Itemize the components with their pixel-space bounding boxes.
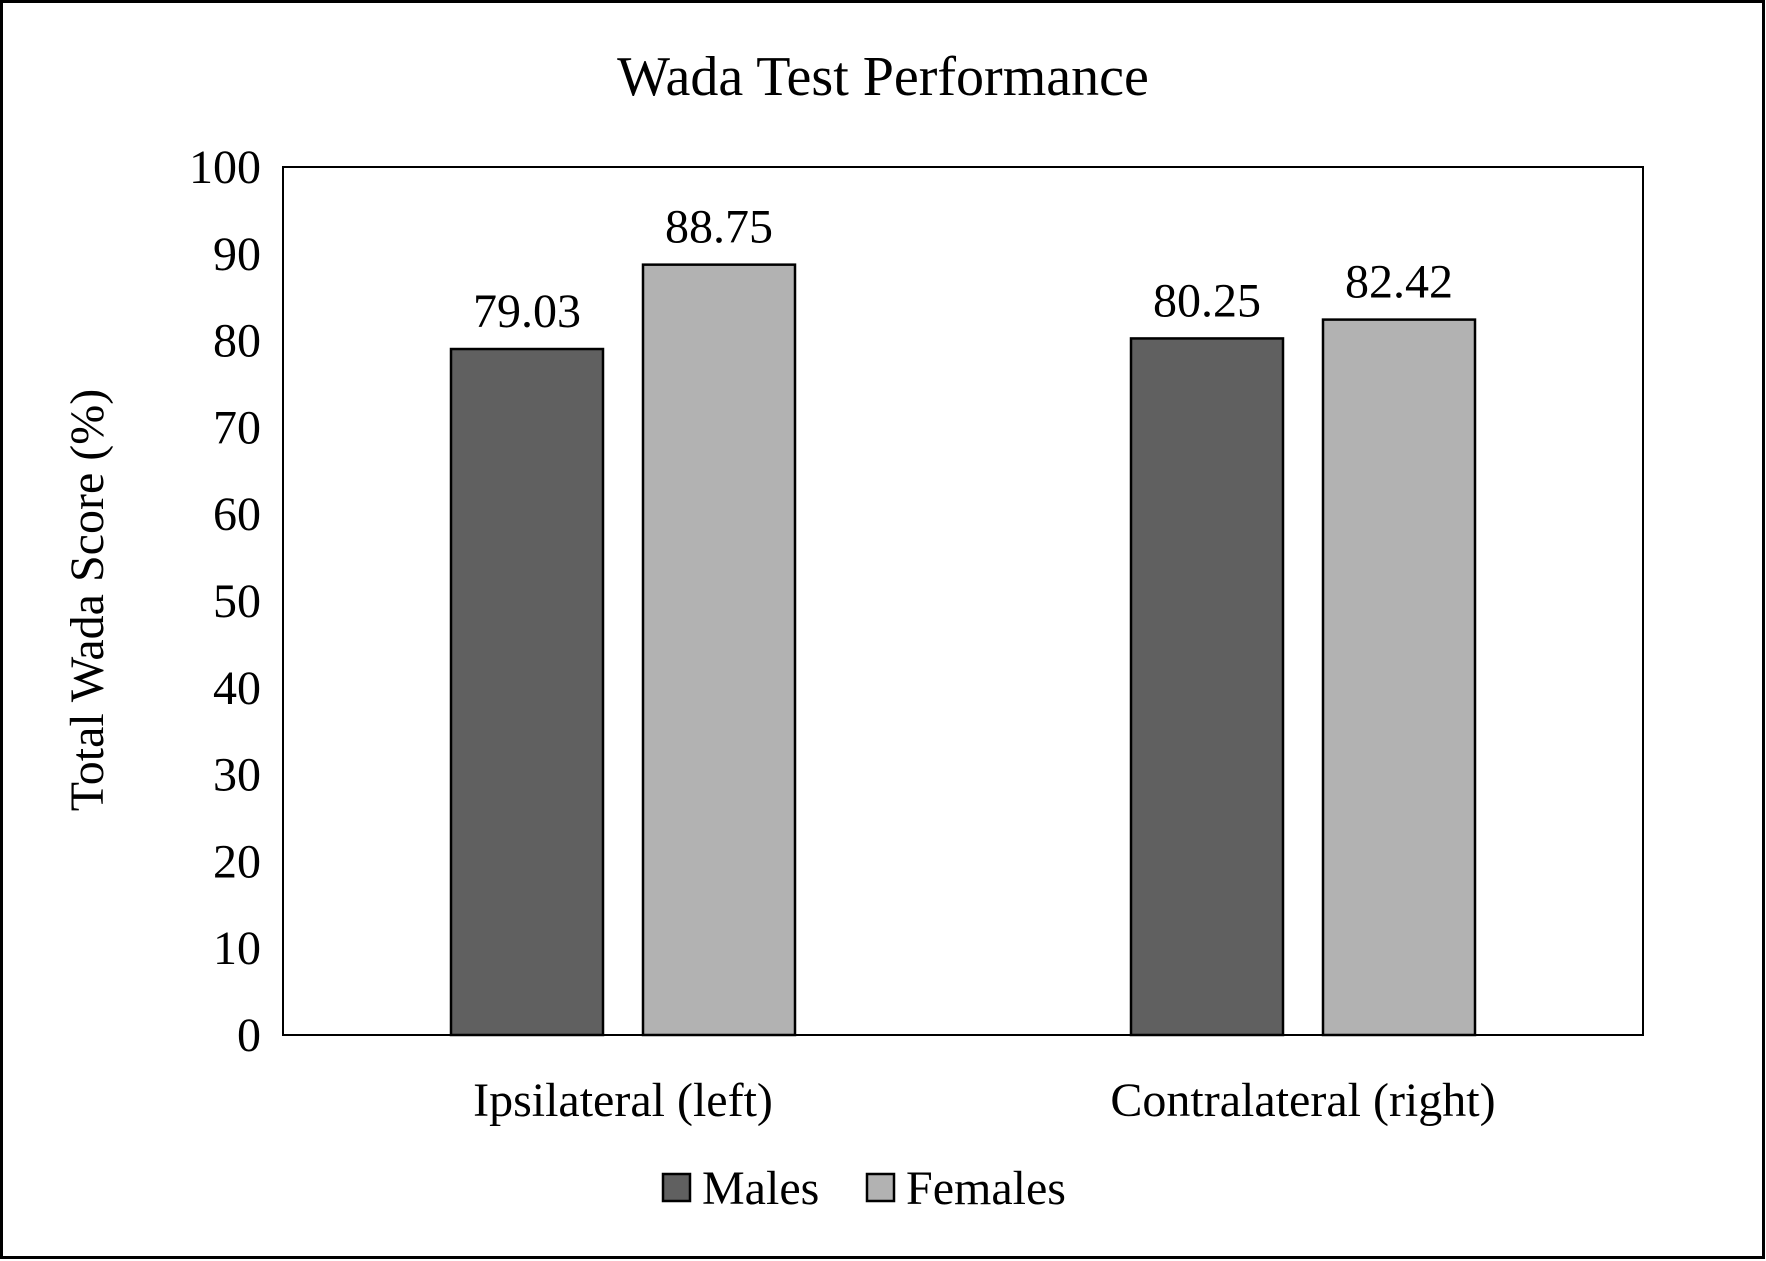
data-label: 79.03 [473, 285, 581, 338]
legend-label-males: Males [702, 1162, 819, 1215]
legend-label-females: Females [906, 1162, 1066, 1215]
bar-males-0 [449, 347, 605, 1037]
y-tick-label: 40 [213, 662, 261, 715]
chart-title: Wada Test Performance [617, 46, 1149, 108]
data-label: 82.42 [1345, 256, 1453, 309]
y-tick-label: 100 [189, 141, 261, 194]
y-tick-label: 80 [213, 315, 261, 368]
y-tick-label: 70 [213, 401, 261, 454]
x-category-label: Contralateral (right) [1110, 1074, 1495, 1127]
legend-swatch-females [865, 1172, 896, 1203]
data-label: 80.25 [1153, 274, 1261, 327]
y-tick-label: 90 [213, 228, 261, 281]
y-tick-label: 0 [237, 1009, 261, 1062]
bar-females-1 [1321, 318, 1477, 1037]
y-axis-label: Total Wada Score (%) [61, 389, 114, 811]
y-tick-label: 30 [213, 749, 261, 802]
bar-males-1 [1129, 337, 1285, 1037]
plot-area [282, 166, 1644, 1036]
legend: Males Females [661, 1162, 1066, 1215]
x-category-label: Ipsilateral (left) [473, 1074, 773, 1127]
bar-females-0 [641, 263, 797, 1037]
y-tick-label: 50 [213, 575, 261, 628]
y-tick-label: 10 [213, 922, 261, 975]
y-tick-label: 60 [213, 488, 261, 541]
data-label: 88.75 [665, 201, 773, 254]
legend-swatch-males [661, 1172, 692, 1203]
y-tick-label: 20 [213, 835, 261, 888]
